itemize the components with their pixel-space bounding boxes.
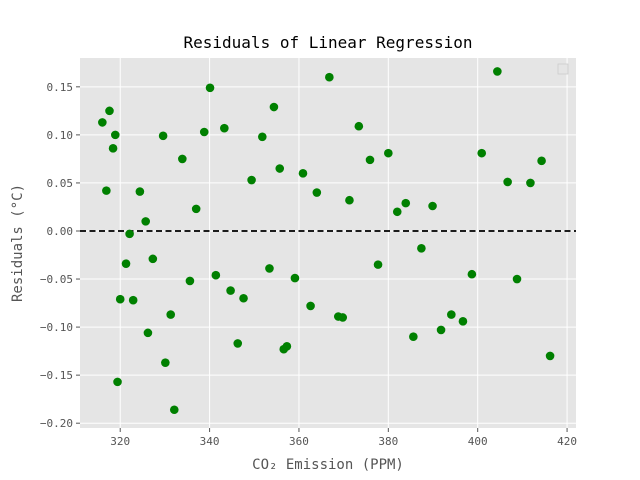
data-point [467,269,477,279]
x-tick-label: 320 [110,435,130,448]
data-point [128,295,138,305]
x-tick-label: 340 [200,435,220,448]
y-tick-label: 0.15 [47,81,74,94]
x-axis-label: CO₂ Emission (PPM) [252,457,404,473]
y-tick-label: −0.20 [40,417,73,430]
x-tick-label: 380 [378,435,398,448]
data-point [158,131,168,141]
data-point [98,118,107,127]
data-point [247,175,256,185]
data-point [108,144,118,153]
data-point [185,276,195,286]
chart-title: Residuals of Linear Regression [184,33,473,52]
data-point [325,72,334,82]
data-point [115,294,125,304]
data-point [220,123,229,133]
data-point [125,229,134,239]
data-point [512,274,522,284]
data-point [447,310,456,319]
data-point [226,286,235,295]
y-tick-label: 0.10 [47,129,74,142]
y-tick-label: 0.05 [47,177,74,190]
data-point [345,195,354,205]
data-point [105,106,114,116]
data-point [111,130,120,140]
data-point [384,148,393,158]
data-point [312,188,322,197]
data-point [477,148,487,158]
x-axis-ticks: 320 340 360 380 400 420 [110,428,577,448]
data-point [265,264,274,273]
data-point [298,169,308,178]
x-tick-label: 400 [468,435,488,448]
data-point [178,154,187,164]
data-point [135,187,145,196]
data-point [211,270,221,280]
data-point [436,325,446,335]
data-point [401,198,411,208]
data-point [199,127,209,137]
data-point [169,405,179,415]
y-tick-label: 0.00 [47,225,74,238]
data-point [493,67,502,76]
data-point [458,317,468,326]
y-tick-label: −0.05 [40,273,73,286]
data-point [121,259,131,268]
data-point [239,293,248,303]
y-axis-label: Residuals (°C) [10,184,26,302]
data-point [526,178,535,188]
data-point [338,313,348,322]
data-point [233,339,243,348]
data-point [143,328,153,338]
plot-area [80,58,576,428]
data-point [275,164,285,173]
data-point [503,177,512,187]
data-point [269,102,279,112]
data-point [102,186,111,195]
data-point [428,201,437,211]
data-point [392,207,402,217]
data-point [113,377,122,387]
data-point [191,204,201,214]
data-point [205,83,215,93]
x-tick-label: 420 [557,435,577,448]
data-point [417,243,426,253]
x-tick-label: 360 [289,435,309,448]
data-point [354,121,364,131]
data-point [148,254,158,264]
data-point [365,155,375,165]
data-point [537,156,546,166]
data-point [306,301,315,311]
data-point [290,273,300,283]
data-points [98,67,555,415]
y-axis-ticks: −0.20 −0.15 −0.10 −0.05 0.00 0.05 0.10 0.15 [40,81,80,430]
data-point [258,132,267,142]
data-point [141,217,150,226]
y-tick-label: −0.15 [40,369,73,382]
data-point [545,351,555,361]
legend-box [557,63,569,75]
data-point [282,342,292,351]
data-point [166,310,176,319]
data-point [161,358,170,367]
data-point [373,260,383,269]
data-point [409,332,418,342]
y-tick-label: −0.10 [40,321,73,334]
